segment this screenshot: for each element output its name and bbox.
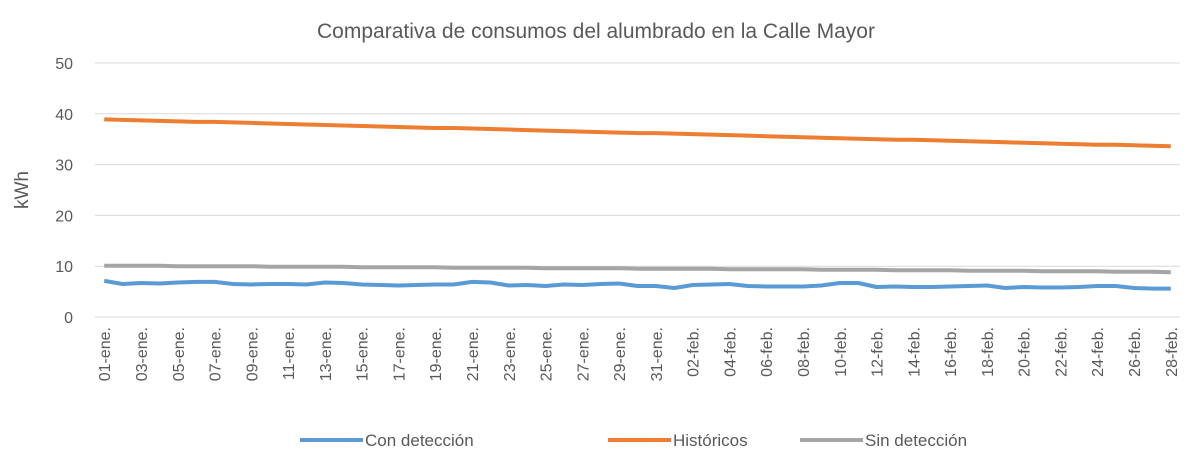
x-tick-label: 14-feb. [906,327,923,377]
y-tick-label: 40 [55,107,73,124]
legend-label: Con detección [365,431,474,450]
x-tick-label: 23-ene. [502,327,519,381]
x-tick-label: 10-feb. [833,327,850,377]
x-tick-label: 24-feb. [1090,327,1107,377]
x-tick-label: 09-ene. [244,327,261,381]
x-tick-label: 15-ene. [355,327,372,381]
x-tick-label: 11-ene. [281,327,298,380]
x-tick-label: 20-feb. [1017,327,1034,377]
x-tick-label: 16-feb. [943,327,960,377]
series-line [104,263,1171,275]
series-line [104,117,1171,149]
x-tick-label: 22-feb. [1053,327,1070,377]
y-tick-label: 30 [55,158,73,175]
x-tick-label: 06-feb. [759,327,776,377]
x-tick-label: 31-ene. [649,327,666,381]
x-tick-label: 07-ene. [208,327,225,381]
x-tick-label: 05-ene. [171,327,188,381]
x-tick-label: 21-ene. [465,327,482,381]
series-line [103,278,1171,291]
x-tick-label: 01-ene. [97,327,114,381]
y-tick-label: 50 [55,56,73,73]
x-tick-label: 27-ene. [575,327,592,381]
x-tick-label: 03-ene. [134,327,151,381]
x-tick-label: 02-feb. [686,327,703,377]
x-tick-label: 12-feb. [870,327,887,377]
x-tick-label: 13-ene. [318,327,335,381]
x-tick-label: 17-ene. [391,327,408,381]
chart-title: Comparativa de consumos del alumbrado en… [317,20,875,43]
y-tick-label: 20 [55,208,73,225]
y-tick-label: 0 [64,310,73,327]
y-axis-label: kWh [12,171,33,209]
x-tick-label: 19-ene. [428,327,445,381]
x-tick-label: 08-feb. [796,327,813,377]
x-tick-label: 18-feb. [980,327,997,377]
legend-label: Históricos [673,431,748,450]
x-tick-label: 28-feb. [1164,327,1181,377]
legend-label: Sin detección [865,431,967,450]
x-tick-label: 25-ene. [539,327,556,381]
x-tick-label: 29-ene. [612,327,629,381]
x-tick-label: 04-feb. [722,327,739,377]
y-tick-label: 10 [55,259,73,276]
x-tick-label: 26-feb. [1127,327,1144,377]
